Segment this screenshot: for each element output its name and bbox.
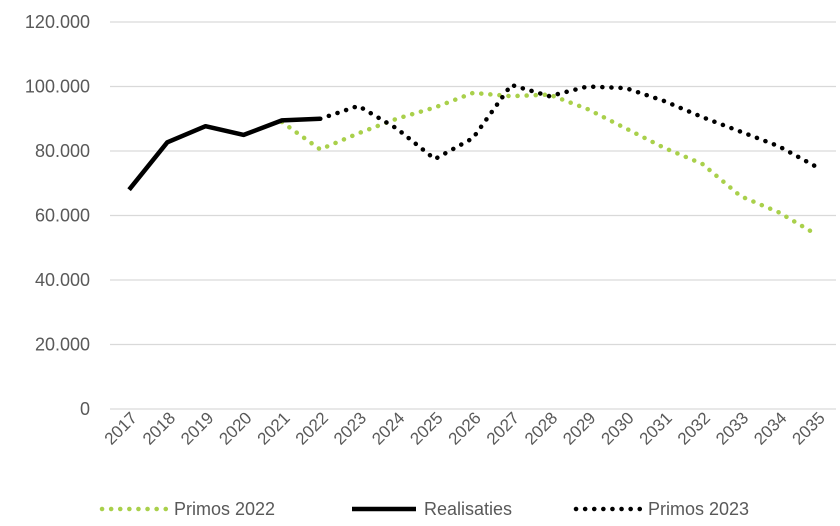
x-tick-label: 2030: [597, 408, 637, 448]
x-tick-label: 2021: [254, 408, 294, 448]
x-tick-label: 2032: [674, 408, 714, 448]
x-tick-label: 2020: [215, 408, 255, 448]
series-lines: [127, 82, 820, 238]
x-tick-label: 2029: [559, 408, 599, 448]
x-tick-label: 2035: [789, 408, 829, 448]
series-line-primos-2023: [317, 82, 820, 170]
y-tick-label: 100.000: [25, 77, 90, 97]
y-tick-label: 20.000: [35, 335, 90, 355]
y-tick-label: 120.000: [25, 12, 90, 32]
x-tick-label: 2033: [712, 408, 752, 448]
y-axis-ticks: 0 20.000 40.000 60.000 80.000 100.000 120.000: [25, 12, 90, 419]
y-tick-label: 60.000: [35, 206, 90, 226]
x-tick-label: 2018: [139, 408, 179, 448]
gridlines: [110, 21, 836, 410]
x-tick-label: 2022: [292, 408, 332, 448]
x-tick-label: 2017: [101, 408, 141, 448]
x-tick-label: 2024: [368, 408, 408, 448]
x-tick-label: 2019: [177, 408, 217, 448]
series-line-primos-2022: [279, 90, 820, 238]
series-line-realisaties: [127, 116, 321, 192]
x-axis-ticks: 2017201820192020202120222023202420252026…: [101, 408, 829, 448]
x-tick-label: 2027: [483, 408, 523, 448]
x-tick-label: 2023: [330, 408, 370, 448]
legend-label: Primos 2023: [648, 499, 749, 519]
x-tick-label: 2034: [750, 408, 790, 448]
x-tick-label: 2025: [406, 408, 446, 448]
y-tick-label: 80.000: [35, 141, 90, 161]
x-tick-label: 2028: [521, 408, 561, 448]
x-tick-label: 2026: [445, 408, 485, 448]
y-tick-label: 0: [80, 399, 90, 419]
y-tick-label: 40.000: [35, 270, 90, 290]
x-tick-label: 2031: [636, 408, 676, 448]
legend-label: Realisaties: [424, 499, 512, 519]
legend-label: Primos 2022: [174, 499, 275, 519]
legend: Primos 2022 Realisaties Primos 2023: [99, 499, 749, 519]
